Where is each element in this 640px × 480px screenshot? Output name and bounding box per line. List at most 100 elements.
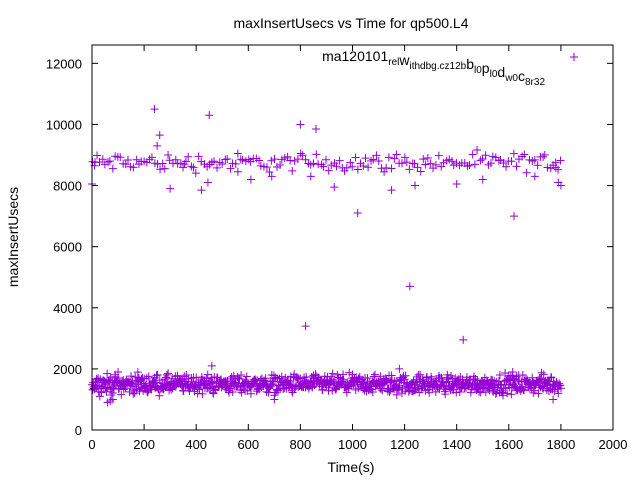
x-tick-label: 1000	[338, 437, 367, 452]
data-point	[423, 153, 432, 162]
data-point	[92, 374, 101, 383]
data-point	[392, 150, 401, 159]
data-point	[270, 155, 279, 164]
data-point	[259, 382, 268, 391]
data-point	[210, 157, 219, 166]
data-point	[267, 172, 276, 181]
y-tick-label: 0	[75, 423, 82, 438]
data-point	[203, 178, 212, 187]
data-point	[374, 156, 383, 165]
data-point	[104, 158, 113, 167]
data-point	[510, 212, 519, 221]
data-point	[400, 375, 409, 384]
data-point	[129, 389, 138, 398]
data-point	[296, 120, 305, 129]
data-point	[411, 181, 420, 190]
data-point	[494, 156, 503, 165]
data-point	[543, 163, 552, 172]
data-point	[364, 163, 373, 172]
data-point	[205, 111, 214, 120]
data-point	[97, 382, 106, 391]
data-point	[465, 375, 474, 384]
data-point	[345, 368, 354, 377]
data-point	[271, 373, 280, 382]
data-point	[486, 159, 495, 168]
data-point	[155, 131, 164, 140]
data-point	[121, 160, 130, 169]
data-point	[554, 389, 563, 398]
data-point	[441, 390, 450, 399]
data-point	[330, 183, 339, 192]
data-point	[339, 370, 348, 379]
data-point	[327, 161, 336, 170]
data-point	[476, 156, 485, 165]
data-point	[226, 164, 235, 173]
data-point	[116, 153, 125, 162]
data-point	[369, 155, 378, 164]
data-point	[503, 389, 512, 398]
data-point	[390, 154, 399, 163]
data-point	[237, 370, 246, 379]
data-point	[158, 159, 167, 168]
data-point	[103, 398, 112, 407]
data-point	[264, 388, 273, 397]
data-point	[530, 155, 539, 164]
data-point	[208, 378, 217, 387]
data-point	[246, 175, 255, 184]
data-point	[194, 152, 203, 161]
data-point	[507, 390, 516, 399]
data-points	[87, 105, 565, 407]
data-point	[228, 387, 237, 396]
data-point	[312, 125, 321, 134]
data-point	[382, 163, 391, 172]
data-point	[395, 364, 404, 373]
data-point	[107, 384, 116, 393]
data-point	[150, 105, 159, 114]
data-point	[207, 158, 216, 167]
data-point	[144, 372, 153, 381]
data-point	[228, 159, 237, 168]
data-point	[103, 369, 112, 378]
axis-ticks: 0 200 400 600 800 1000 1200 1400 1600 1800 2000 0 20…	[46, 45, 627, 452]
data-point	[465, 161, 474, 170]
data-point	[200, 376, 209, 385]
data-point	[300, 373, 309, 382]
data-point	[106, 373, 115, 382]
data-point	[233, 167, 242, 176]
legend-label: ma120101relwithdbg.cz12bbl0pl0dw0c8r32	[322, 48, 545, 88]
data-point	[288, 166, 297, 175]
data-point	[189, 163, 198, 172]
data-point	[539, 152, 548, 161]
data-point	[508, 367, 517, 376]
data-point	[166, 184, 175, 193]
data-point	[534, 389, 543, 398]
x-tick-label: 1600	[494, 437, 523, 452]
data-point	[162, 370, 171, 379]
data-point	[540, 150, 549, 159]
data-point	[246, 389, 255, 398]
data-point	[160, 164, 169, 173]
data-point	[363, 374, 372, 383]
data-point	[536, 375, 545, 384]
data-point	[255, 156, 264, 165]
data-point	[554, 165, 563, 174]
data-point	[359, 162, 368, 171]
data-point	[426, 159, 435, 168]
data-point	[507, 157, 516, 166]
data-point	[108, 164, 117, 173]
data-point	[296, 374, 305, 383]
data-point	[370, 370, 379, 379]
data-point	[176, 159, 185, 168]
data-point	[167, 385, 176, 394]
x-tick-label: 1400	[442, 437, 471, 452]
data-point	[242, 372, 251, 381]
data-point	[244, 155, 253, 164]
data-point	[495, 370, 504, 379]
data-point	[171, 372, 180, 381]
data-point	[546, 373, 555, 382]
data-point	[131, 372, 140, 381]
data-point	[459, 335, 468, 344]
data-point	[351, 153, 360, 162]
data-point	[520, 386, 529, 395]
data-point	[277, 372, 286, 381]
